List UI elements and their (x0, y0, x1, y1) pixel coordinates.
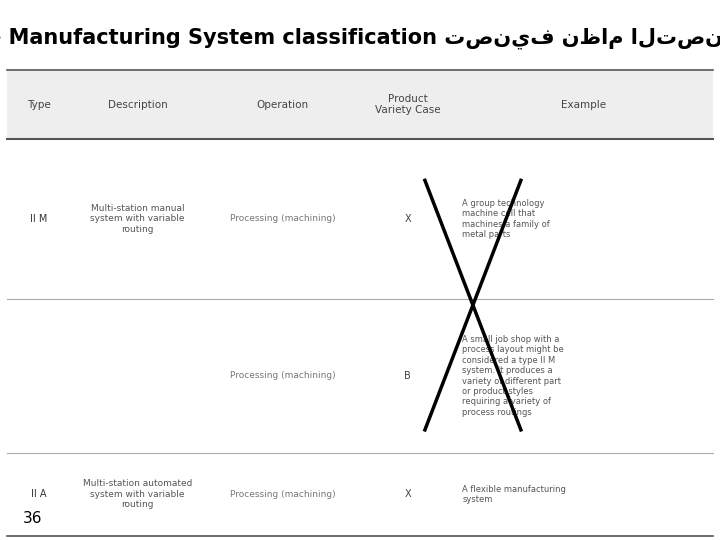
Text: B: B (404, 371, 411, 381)
Text: Processing (machining): Processing (machining) (230, 214, 336, 224)
Text: X: X (405, 214, 411, 224)
Text: Type: Type (27, 99, 51, 110)
Text: II A: II A (31, 489, 47, 500)
Text: 36: 36 (22, 511, 42, 526)
Text: Multi-station automated
system with variable
routing: Multi-station automated system with vari… (83, 480, 192, 509)
Text: II M: II M (30, 214, 48, 224)
Text: Processing (machining): Processing (machining) (230, 490, 336, 499)
Text: X: X (405, 489, 411, 500)
Text: A group technology
machine cell that
machines a family of
metal parts: A group technology machine cell that mac… (462, 199, 550, 239)
Text: Example: Example (562, 99, 606, 110)
Text: A small job shop with a
process layout might be
considered a type II M
system. I: A small job shop with a process layout m… (462, 335, 564, 417)
Text: Operation: Operation (256, 99, 308, 110)
Text: 6e- Manufacturing System classification تصنيف نظام التصنيع: 6e- Manufacturing System classification … (0, 27, 720, 49)
Text: Description: Description (108, 99, 168, 110)
Text: A flexible manufacturing
system: A flexible manufacturing system (462, 484, 566, 504)
Bar (7, 70, 713, 139)
Text: Processing (machining): Processing (machining) (230, 372, 336, 380)
Text: Multi-station manual
system with variable
routing: Multi-station manual system with variabl… (91, 204, 185, 234)
Text: Product
Variety Case: Product Variety Case (375, 94, 441, 116)
